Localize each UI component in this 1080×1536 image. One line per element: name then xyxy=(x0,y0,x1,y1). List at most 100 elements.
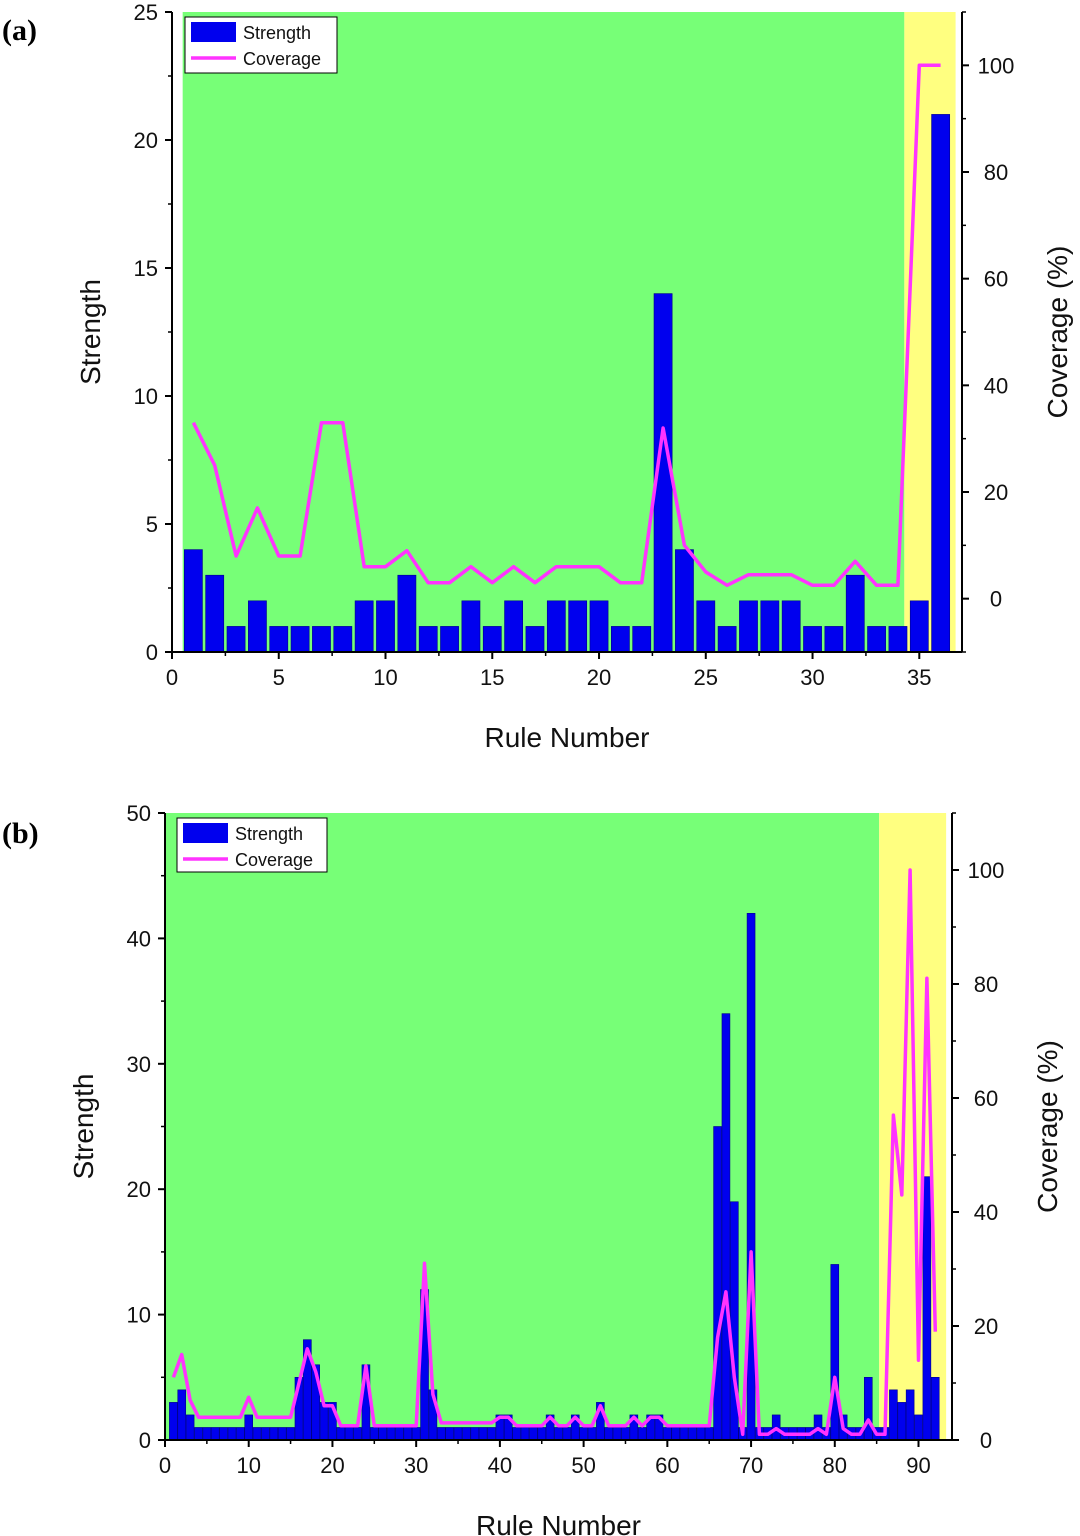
x-tick-label: 90 xyxy=(906,1453,930,1478)
y-tick-label: 15 xyxy=(134,256,158,281)
x-tick-label: 0 xyxy=(159,1453,171,1478)
strength-bar xyxy=(261,1427,270,1440)
legend-coverage-label: Coverage xyxy=(243,49,321,69)
x-tick-label: 5 xyxy=(273,665,285,690)
y-tick-label: 20 xyxy=(134,128,158,153)
strength-bar xyxy=(632,626,652,652)
strength-bar xyxy=(386,1427,396,1440)
y-tick-label: 50 xyxy=(127,801,151,826)
strength-bar xyxy=(604,1427,614,1440)
strength-bar xyxy=(478,1427,488,1440)
strength-bar xyxy=(286,1427,295,1440)
strength-bar xyxy=(219,1427,228,1440)
strength-bar xyxy=(612,1427,622,1440)
y2-tick-label: 60 xyxy=(974,1086,998,1111)
x-axis-title: Rule Number xyxy=(476,1510,641,1536)
x-tick-label: 40 xyxy=(488,1453,512,1478)
strength-bar xyxy=(403,1427,413,1440)
strength-bar xyxy=(503,1414,513,1440)
x-tick-label: 30 xyxy=(800,665,824,690)
x-tick-label: 20 xyxy=(587,665,611,690)
strength-bar xyxy=(867,626,886,652)
strength-bar xyxy=(411,1427,421,1440)
strength-bar xyxy=(205,574,225,652)
legend-coverage-label: Coverage xyxy=(235,850,313,870)
strength-bar xyxy=(183,549,203,652)
background-region-green xyxy=(165,813,880,1440)
x-tick-label: 30 xyxy=(404,1453,428,1478)
strength-bar xyxy=(482,626,502,652)
strength-bar xyxy=(445,1427,454,1440)
strength-bar xyxy=(830,1264,840,1440)
coverage-line xyxy=(171,868,938,1437)
strength-bar xyxy=(803,626,822,652)
strength-bar xyxy=(905,1389,915,1440)
panel-label: (b) xyxy=(2,817,39,850)
strength-bar xyxy=(202,1427,212,1440)
strength-bar xyxy=(344,1427,354,1440)
strength-bar xyxy=(537,1427,547,1440)
plot-area xyxy=(182,12,956,652)
strength-bar xyxy=(319,1402,329,1440)
legend-strength-label: Strength xyxy=(243,23,311,43)
y-tick-label: 20 xyxy=(127,1177,151,1202)
strength-bar xyxy=(930,1377,940,1440)
legend-strength-swatch xyxy=(191,22,236,42)
strength-bar xyxy=(888,626,908,652)
strength-bar xyxy=(696,600,716,652)
legend: Strength Coverage xyxy=(176,817,328,873)
strength-bar xyxy=(545,1414,555,1440)
strength-bar xyxy=(529,1427,538,1440)
strength-bar xyxy=(370,1427,379,1440)
strength-bar xyxy=(717,626,737,652)
strength-bar xyxy=(579,1427,588,1440)
strength-bar xyxy=(226,626,246,652)
strength-bar xyxy=(397,574,417,652)
y2-tick-label: 100 xyxy=(968,858,1005,883)
y2-tick-label: 0 xyxy=(990,587,1002,612)
strength-bar xyxy=(512,1427,521,1440)
plot-area xyxy=(165,813,947,1440)
strength-bar xyxy=(696,1427,706,1440)
strength-bar xyxy=(621,1427,630,1440)
strength-bar xyxy=(487,1427,496,1440)
strength-bar xyxy=(169,1402,178,1440)
y2-tick-label: 100 xyxy=(978,53,1015,78)
x-tick-label: 35 xyxy=(907,665,931,690)
strength-bar xyxy=(897,1402,907,1440)
strength-bar xyxy=(922,1176,932,1440)
y-axis-title: Strength xyxy=(68,1074,99,1180)
strength-bar xyxy=(311,1364,320,1440)
chart-panel-a: 0 5 10 15 20 25 30 35 0 5 10 15 20 25 0 20 40 60 80 100 Rule… xyxy=(2,0,1073,753)
strength-bar xyxy=(596,1402,605,1440)
strength-bar xyxy=(395,1427,404,1440)
strength-bar xyxy=(336,1427,346,1440)
strength-bar xyxy=(252,1427,262,1440)
strength-bar xyxy=(470,1427,480,1440)
strength-bar xyxy=(462,1427,471,1440)
strength-bar xyxy=(236,1427,245,1440)
strength-bar xyxy=(824,626,844,652)
y2-axis-title: Coverage (%) xyxy=(1032,1040,1063,1213)
strength-bar xyxy=(746,913,756,1440)
y-tick-label: 0 xyxy=(146,640,158,665)
strength-bar xyxy=(629,1414,639,1440)
y-tick-label: 30 xyxy=(127,1052,151,1077)
strength-bar xyxy=(210,1427,220,1440)
strength-bar xyxy=(637,1427,647,1440)
x-axis-title: Rule Number xyxy=(485,722,650,753)
strength-bar xyxy=(781,600,801,652)
strength-bar xyxy=(568,600,588,652)
strength-bar xyxy=(554,1427,563,1440)
x-tick-label: 15 xyxy=(480,665,504,690)
x-tick-label: 0 xyxy=(166,665,178,690)
y-tick-label: 25 xyxy=(134,0,158,25)
y2-axis-title: Coverage (%) xyxy=(1042,246,1073,419)
panel-label: (a) xyxy=(2,14,37,47)
strength-bar xyxy=(562,1427,572,1440)
strength-bar xyxy=(546,600,566,652)
strength-bar xyxy=(333,626,353,652)
strength-bar xyxy=(378,1427,387,1440)
y-tick-label: 0 xyxy=(139,1428,151,1453)
